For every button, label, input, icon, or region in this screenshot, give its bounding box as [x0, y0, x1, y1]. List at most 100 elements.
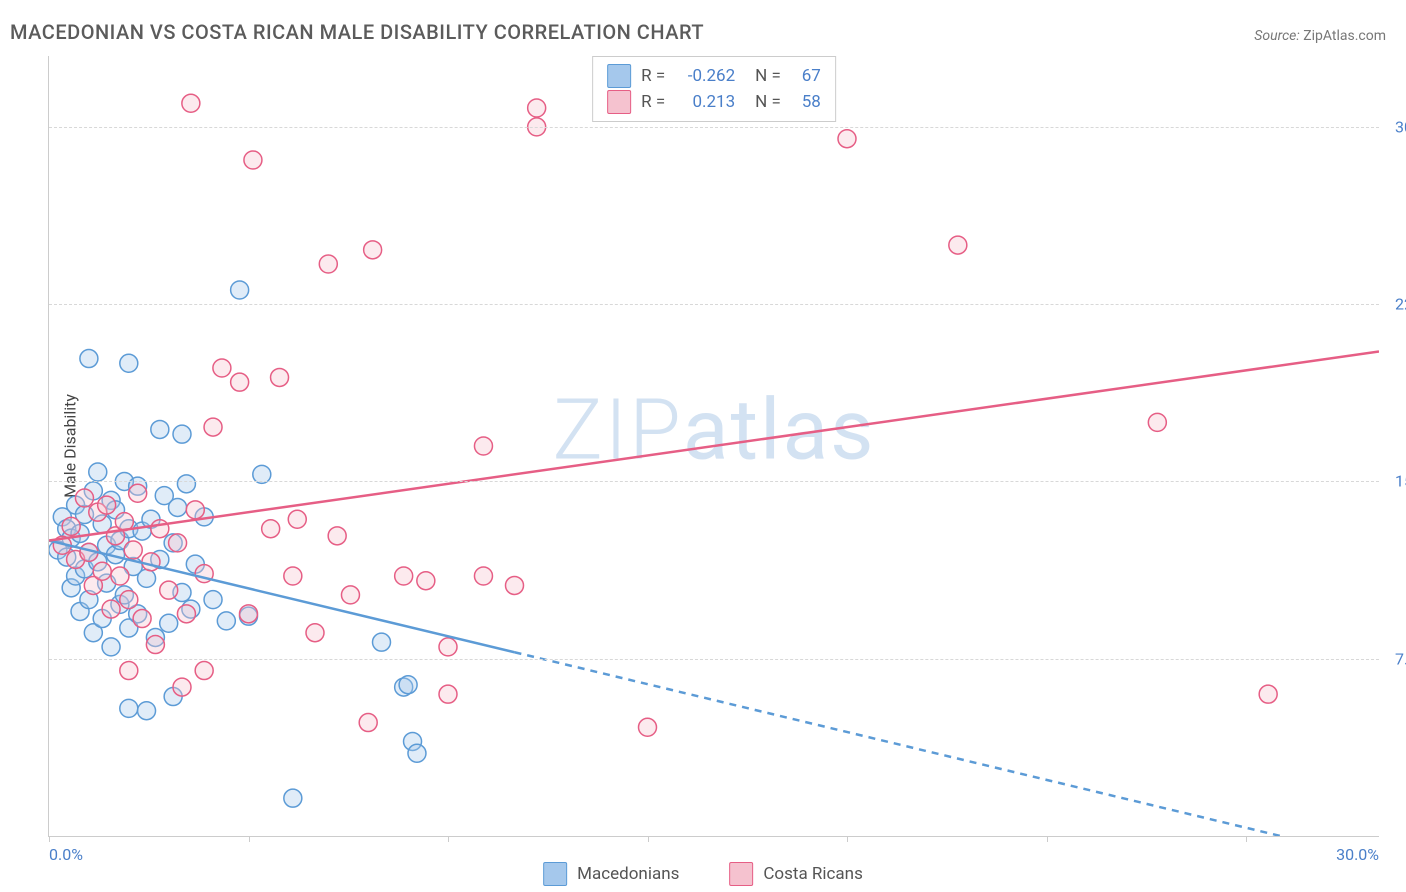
scatter-point — [528, 99, 546, 117]
scatter-point — [169, 498, 187, 516]
y-tick-label: 30.0% — [1385, 117, 1406, 136]
x-tick — [1047, 836, 1048, 842]
scatter-point — [146, 636, 164, 654]
scatter-point — [151, 420, 169, 438]
x-label-min: 0.0% — [49, 845, 83, 864]
scatter-point — [186, 501, 204, 519]
source-label: Source: — [1254, 28, 1299, 44]
chart-container: MACEDONIAN VS COSTA RICAN MALE DISABILIT… — [0, 0, 1406, 892]
source-line: Source: ZipAtlas.com — [1254, 28, 1386, 44]
scatter-point — [62, 517, 80, 535]
scatter-point — [284, 567, 302, 585]
scatter-point — [177, 605, 195, 623]
x-tick — [1246, 836, 1247, 842]
scatter-point — [177, 475, 195, 493]
scatter-point — [838, 130, 856, 148]
scatter-point — [120, 699, 138, 717]
scatter-point — [124, 541, 142, 559]
scatter-point — [89, 463, 107, 481]
scatter-point — [138, 702, 156, 720]
scatter-point — [288, 510, 306, 528]
scatter-point — [1259, 685, 1277, 703]
x-tick — [249, 836, 250, 842]
legend-label: Macedonians — [577, 864, 679, 884]
scatter-point — [364, 241, 382, 259]
scatter-point — [949, 236, 967, 254]
plot-area: ZIPatlas R =-0.262N =67R =0.213N =58 0.0… — [48, 56, 1379, 837]
scatter-point — [231, 281, 249, 299]
legend-label: Costa Ricans — [763, 864, 862, 884]
scatter-point — [138, 569, 156, 587]
scatter-point — [359, 714, 377, 732]
gridline — [49, 304, 1379, 305]
scatter-point — [506, 576, 524, 594]
legend-swatch — [729, 862, 753, 886]
y-tick-label: 7.5% — [1385, 649, 1406, 668]
scatter-point — [151, 520, 169, 538]
scatter-point — [474, 437, 492, 455]
scatter-point — [271, 368, 289, 386]
scatter-point — [173, 425, 191, 443]
scatter-point — [182, 94, 200, 112]
scatter-point — [111, 567, 129, 585]
scatter-point — [102, 600, 120, 618]
gridline — [49, 481, 1379, 482]
scatter-point — [319, 255, 337, 273]
scatter-point — [120, 662, 138, 680]
x-tick — [448, 836, 449, 842]
scatter-point — [262, 520, 280, 538]
scatter-point — [306, 624, 324, 642]
scatter-point — [328, 527, 346, 545]
scatter-point — [102, 638, 120, 656]
scatter-point — [474, 567, 492, 585]
scatter-point — [98, 496, 116, 514]
trend-line-dashed — [515, 652, 1380, 836]
y-tick-label: 22.5% — [1385, 295, 1406, 314]
scatter-point — [204, 591, 222, 609]
source-value: ZipAtlas.com — [1303, 28, 1386, 44]
scatter-point — [195, 662, 213, 680]
scatter-point — [244, 151, 262, 169]
scatter-point — [120, 354, 138, 372]
legend-swatch — [543, 862, 567, 886]
scatter-point — [417, 572, 435, 590]
scatter-point — [1148, 413, 1166, 431]
chart-title: MACEDONIAN VS COSTA RICAN MALE DISABILIT… — [10, 20, 704, 44]
bottom-legend: Macedonians Costa Ricans — [543, 862, 863, 886]
scatter-point — [80, 350, 98, 368]
scatter-point — [213, 359, 231, 377]
scatter-point — [204, 418, 222, 436]
scatter-point — [240, 605, 258, 623]
legend-item: Macedonians — [543, 862, 679, 886]
scatter-point — [284, 789, 302, 807]
scatter-point — [142, 553, 160, 571]
scatter-point — [173, 678, 191, 696]
gridline — [49, 127, 1379, 128]
scatter-point — [373, 633, 391, 651]
legend-item: Costa Ricans — [729, 862, 862, 886]
x-tick — [847, 836, 848, 842]
scatter-point — [217, 612, 235, 630]
scatter-point — [395, 567, 413, 585]
scatter-point — [408, 744, 426, 762]
scatter-point — [75, 489, 93, 507]
scatter-point — [120, 591, 138, 609]
scatter-point — [169, 534, 187, 552]
scatter-point — [160, 581, 178, 599]
y-tick-label: 15.0% — [1385, 472, 1406, 491]
scatter-point — [129, 484, 147, 502]
gridline — [49, 659, 1379, 660]
scatter-point — [93, 562, 111, 580]
scatter-point — [439, 685, 457, 703]
scatter-point — [231, 373, 249, 391]
scatter-point — [133, 610, 151, 628]
scatter-point — [399, 676, 417, 694]
scatter-point — [160, 614, 178, 632]
scatter-point — [639, 718, 657, 736]
chart-svg — [49, 56, 1379, 836]
x-tick — [648, 836, 649, 842]
scatter-point — [341, 586, 359, 604]
x-label-max: 30.0% — [1336, 845, 1379, 864]
x-tick — [49, 836, 50, 842]
scatter-point — [439, 638, 457, 656]
